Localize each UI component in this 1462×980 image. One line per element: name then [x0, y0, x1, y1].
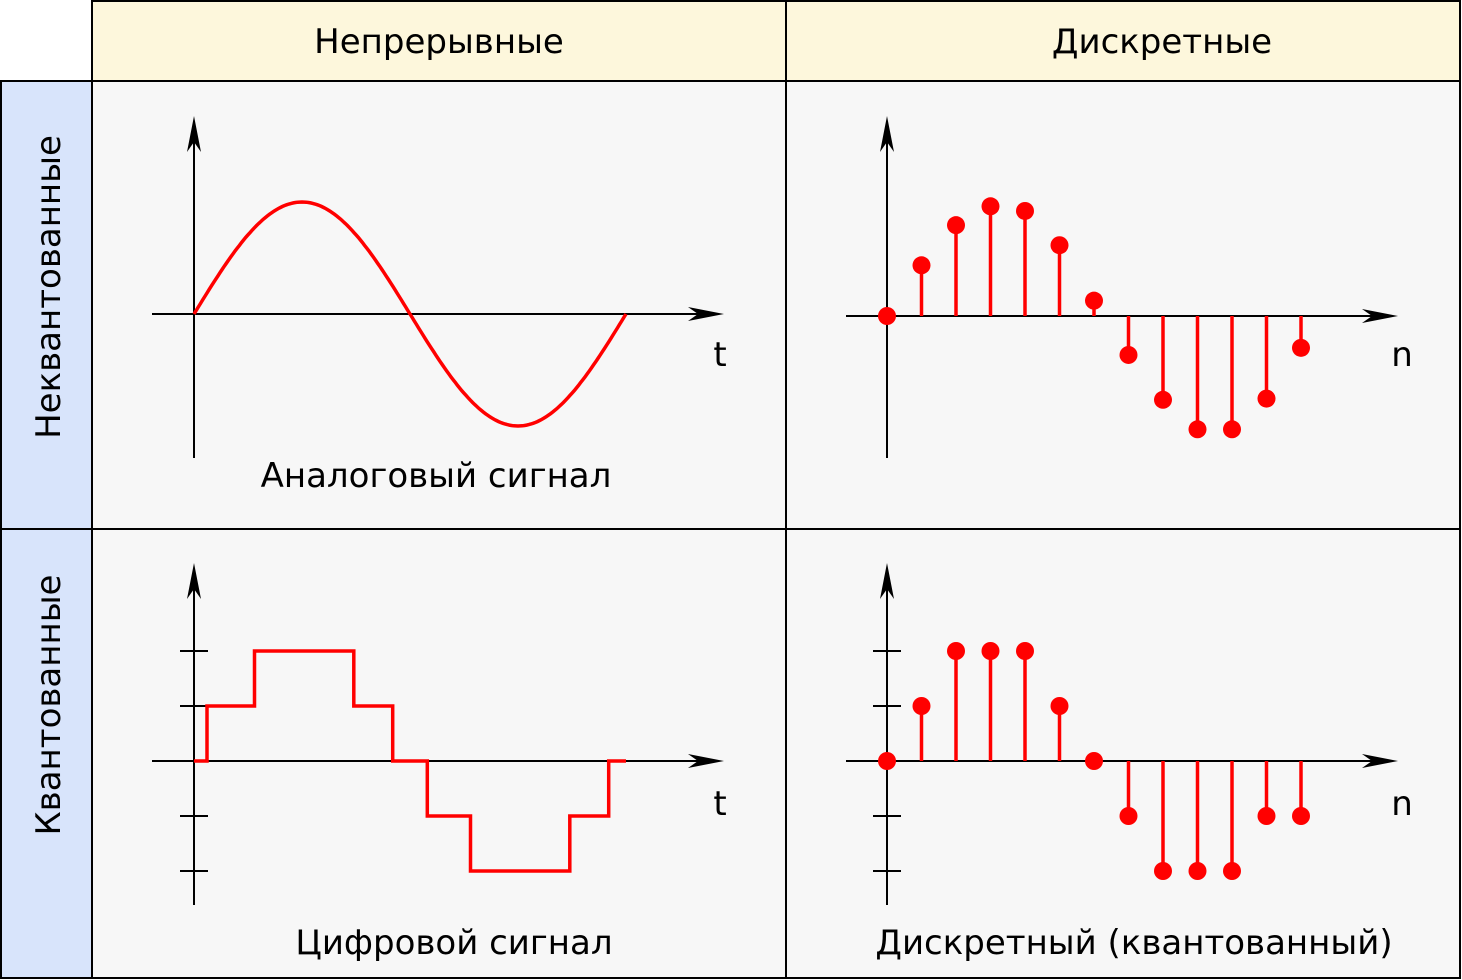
- digital-axis-label: t: [713, 784, 726, 824]
- panel-digital: [91, 528, 787, 979]
- row-header-quantized: Квантованные: [29, 575, 69, 836]
- dq-sample-point: [1016, 642, 1034, 660]
- sampled-sample-point: [1016, 201, 1034, 220]
- analog-y-axis-arrow: [187, 116, 201, 152]
- analog-x-axis-arrow: [688, 307, 724, 321]
- analog-signal-plot: [152, 116, 724, 458]
- sampled-x-axis-arrow: [1362, 309, 1398, 323]
- analog-sine-curve: [192, 200, 628, 428]
- dq-x-axis-arrow: [1362, 754, 1398, 768]
- row-header-unquantized: Неквантованные: [29, 135, 69, 439]
- sampled-sample-point: [1154, 390, 1172, 409]
- dq-sample-point: [1050, 697, 1069, 715]
- panel-analog: [91, 80, 787, 530]
- sampled-y-axis-arrow: [880, 116, 894, 152]
- header-cell-discrete: [785, 0, 1461, 82]
- header-cell-continuous: [91, 0, 787, 82]
- dq-sample-point: [947, 642, 965, 660]
- sampled-sample-point: [1085, 291, 1103, 310]
- digital-signal-plot: [152, 563, 724, 905]
- column-header-discrete: Дискретные: [1052, 22, 1272, 62]
- sampled-sample-point: [1119, 345, 1138, 364]
- discrete-quantized-signal-plot: [846, 563, 1398, 905]
- discrete-quantized-caption: Дискретный (квантованный): [875, 923, 1392, 963]
- dq-sample-point: [1085, 752, 1103, 770]
- sampled-axis-label: n: [1391, 335, 1413, 375]
- analog-caption: Аналоговый сигнал: [261, 456, 612, 496]
- row-header-cell-quantized: [0, 528, 93, 979]
- digital-caption: Цифровой сигнал: [295, 923, 612, 963]
- column-header-continuous: Непрерывные: [314, 22, 564, 62]
- dq-sample-point: [1292, 807, 1310, 825]
- dq-sample-point: [1188, 862, 1207, 880]
- sampled-sample-point: [912, 256, 931, 275]
- digital-step-curve: [194, 649, 626, 873]
- sampled-sample-point: [947, 216, 965, 235]
- dq-sample-point: [981, 642, 1000, 660]
- row-header-cell-unquantized: [0, 80, 93, 530]
- dq-y-axis-arrow: [880, 563, 894, 599]
- sampled-sample-point: [1223, 420, 1241, 439]
- sampled-sample-point: [1257, 389, 1276, 408]
- dq-sample-point: [1223, 862, 1241, 880]
- sampled-sample-point: [1188, 420, 1207, 439]
- dq-sample-point: [912, 697, 931, 715]
- sampled-sample-point: [1050, 236, 1069, 255]
- sampled-signal-plot: [846, 116, 1398, 458]
- sampled-sample-point: [981, 197, 1000, 216]
- analog-axis-label: t: [713, 335, 726, 375]
- dq-sample-point: [1119, 807, 1138, 825]
- dq-sample-point: [878, 752, 896, 770]
- panel-sampled: [785, 80, 1461, 530]
- panel-discrete-quantized: [785, 528, 1461, 979]
- sampled-sample-point: [1292, 338, 1310, 357]
- digital-y-axis-arrow: [187, 563, 201, 599]
- dq-sample-point: [1257, 807, 1276, 825]
- dq-sample-point: [1154, 862, 1172, 880]
- digital-x-axis-arrow: [688, 754, 724, 768]
- sampled-sample-point: [878, 307, 896, 325]
- discrete-quantized-axis-label: n: [1391, 784, 1413, 824]
